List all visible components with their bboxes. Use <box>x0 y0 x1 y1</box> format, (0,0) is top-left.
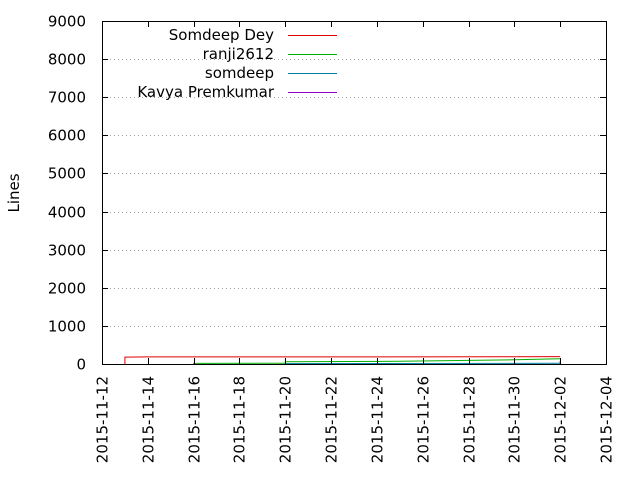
x-tick-label: 2015-11-16 <box>186 376 204 463</box>
y-tick-label: 7000 <box>48 89 86 107</box>
legend-label: Somdeep Dey <box>169 26 274 44</box>
y-tick-label: 9000 <box>48 13 86 31</box>
y-tick-label: 8000 <box>48 51 86 69</box>
x-tick-label: 2015-11-12 <box>94 376 112 463</box>
legend-label: Kavya Premkumar <box>137 83 274 101</box>
x-tick-label: 2015-11-26 <box>415 376 433 463</box>
x-tick-label: 2015-11-24 <box>369 376 387 463</box>
legend-item: Somdeep Dey <box>169 26 337 44</box>
x-tick-label: 2015-11-18 <box>231 376 249 463</box>
x-tick-label: 2015-11-30 <box>506 376 524 463</box>
legend-item: Kavya Premkumar <box>137 83 337 101</box>
grid <box>102 59 606 327</box>
plot-frame <box>102 21 607 365</box>
x-tick-label: 2015-11-22 <box>323 376 341 463</box>
legend-item: ranji2612 <box>203 45 337 63</box>
y-tick-label: 0 <box>76 356 86 374</box>
legend-label: somdeep <box>205 64 274 82</box>
x-tick-label: 2015-11-28 <box>461 376 479 463</box>
legend-item: somdeep <box>205 64 337 82</box>
series-line-2 <box>284 362 561 365</box>
y-tick-label: 1000 <box>48 318 86 336</box>
y-tick-label: 3000 <box>48 242 86 260</box>
y-tick-label: 2000 <box>48 280 86 298</box>
x-tick-label: 2015-12-04 <box>598 376 616 463</box>
legend-label: ranji2612 <box>203 45 274 63</box>
x-tick-label: 2015-11-20 <box>277 376 295 463</box>
axis-ticks: 0 1000 2000 3000 4000 5000 6000 7000 8000 9000 201… <box>48 13 616 464</box>
y-tick-label: 4000 <box>48 204 86 222</box>
y-tick-label: 6000 <box>48 127 86 145</box>
x-tick-label: 2015-12-02 <box>552 376 570 463</box>
series-lines <box>124 356 561 365</box>
y-tick-label: 5000 <box>48 165 86 183</box>
y-axis-label: Lines <box>5 173 23 212</box>
series-line-0 <box>124 356 561 364</box>
x-tick-label: 2015-11-14 <box>140 376 158 463</box>
